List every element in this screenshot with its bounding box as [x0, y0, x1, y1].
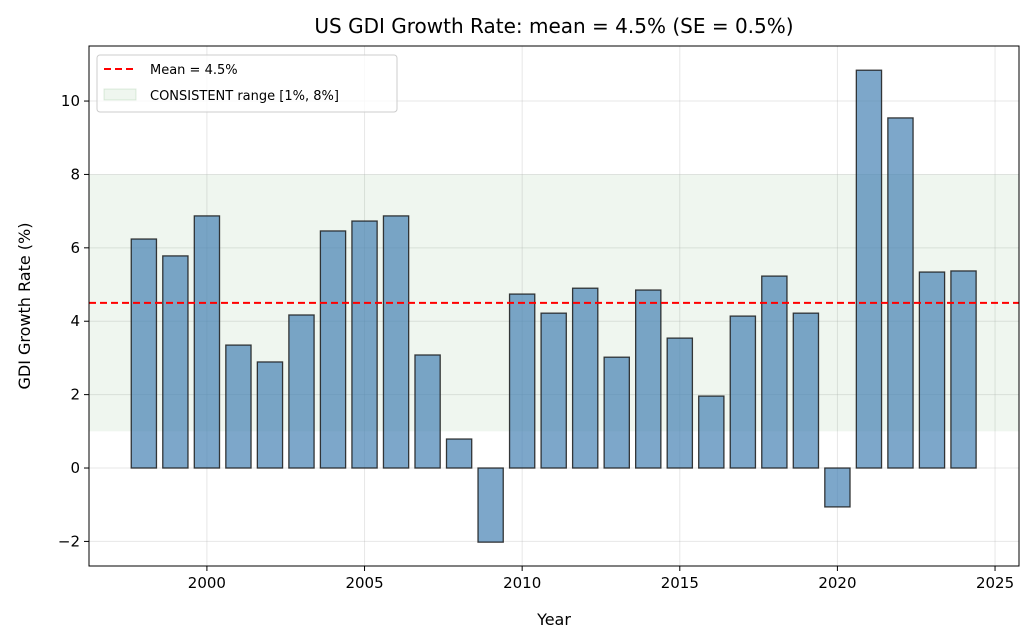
bar-2006 [382, 215, 410, 469]
bar-2002 [256, 361, 284, 469]
bar-2015 [666, 337, 694, 469]
y-tick-label: 0 [70, 459, 80, 477]
bar-1999 [162, 255, 189, 469]
bar-2003 [288, 314, 315, 469]
legend: Mean = 4.5% CONSISTENT range [1%, 8%] [96, 54, 398, 113]
y-tick-label: 2 [70, 386, 80, 404]
x-tick-label: 2000 [188, 574, 226, 592]
bar-2023 [918, 271, 946, 469]
ticks: 2000 2005 2010 2015 2020 2025 −2 0 2 4 6 8 10 [58, 92, 1014, 592]
bar-2012 [571, 287, 599, 469]
bar-2018 [761, 275, 788, 469]
bar-2024 [950, 270, 977, 469]
bars [130, 69, 977, 543]
bar-2021 [855, 69, 883, 469]
x-tick-label: 2020 [818, 574, 856, 592]
bar-2005 [351, 220, 378, 469]
bar-2014 [635, 289, 662, 469]
bar-2004 [319, 230, 347, 469]
x-axis-label: Year [536, 610, 571, 629]
y-tick-label: 10 [61, 92, 80, 110]
chart-title: US GDI Growth Rate: mean = 4.5% (SE = 0.… [314, 14, 793, 38]
bar-2008 [445, 438, 473, 469]
legend-mean-label: Mean = 4.5% [150, 63, 238, 78]
bar-2020 [824, 467, 851, 508]
y-tick-label: 6 [70, 239, 80, 257]
bar-2001 [225, 344, 252, 469]
bar-2009 [477, 467, 504, 543]
bar-2022 [887, 117, 914, 469]
legend-range-label: CONSISTENT range [1%, 8%] [150, 89, 339, 104]
bar-2019 [792, 312, 820, 469]
x-tick-label: 2005 [345, 574, 383, 592]
bar-2010 [508, 293, 536, 469]
legend-range-swatch [103, 88, 137, 101]
bar-2016 [698, 395, 725, 469]
bar-2000 [193, 215, 221, 469]
bar-1998 [130, 238, 158, 469]
x-tick-label: 2015 [661, 574, 699, 592]
y-tick-label: 8 [70, 165, 80, 183]
plot-frame [88, 45, 1020, 567]
bar-2007 [414, 354, 441, 469]
y-tick-label: −2 [58, 532, 80, 550]
bar-2011 [540, 312, 567, 469]
bar-2013 [603, 356, 630, 469]
y-tick-label: 4 [70, 312, 80, 330]
x-tick-label: 2025 [976, 574, 1014, 592]
x-tick-label: 2010 [503, 574, 541, 592]
bar-2017 [729, 315, 757, 469]
y-axis-label: GDI Growth Rate (%) [15, 223, 34, 390]
